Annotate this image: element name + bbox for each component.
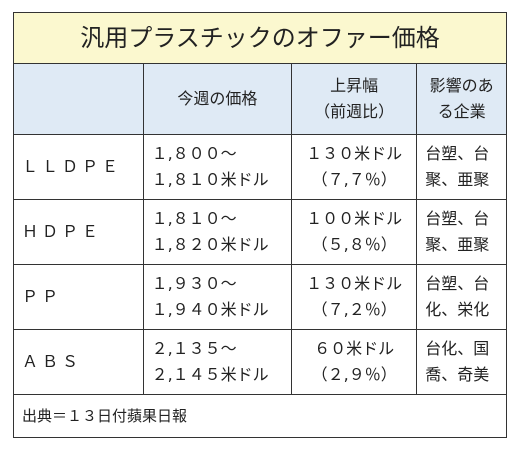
cell-line: １００米ドル	[306, 209, 403, 228]
header-cell: 上昇幅 （前週比）	[291, 63, 418, 135]
cell-line: ＰＰ	[22, 287, 63, 306]
source-note: 出典＝１３日付蘋果日報	[13, 394, 507, 438]
cell-line: １,８２０米ドル	[151, 235, 269, 254]
table-row: ＡＢＳ ２,１３５～ ２,１４５米ドル ６０米ドル （２,９％） 台化、国喬、奇美	[13, 329, 507, 395]
cell-line: ２,１４５米ドル	[151, 365, 269, 384]
table-cell: 台塑、台 化、栄化	[416, 264, 507, 330]
cell-line: 影響のあ	[429, 76, 494, 95]
cell-line: ２,１３５～	[151, 339, 237, 358]
cell-line: （７,７％）	[311, 170, 397, 189]
table-cell: ＬＬＤＰＥ	[13, 134, 144, 200]
table-cell: １００米ドル （５,８％）	[291, 199, 418, 265]
table-cell: １３０米ドル （７,７％）	[291, 134, 418, 200]
table-cell: １,８００～ １,８１０米ドル	[142, 134, 293, 200]
cell-line: 化、栄化	[425, 300, 490, 319]
table-cell: ６０米ドル （２,９％）	[291, 329, 418, 395]
table-row: ＨＤＰＥ １,８１０～ １,８２０米ドル １００米ドル （５,８％） 台塑、台聚、亜聚	[13, 199, 507, 265]
cell-line: （５,８％）	[311, 235, 397, 254]
cell-line: １３０米ドル	[306, 144, 403, 163]
cell-line: 今週の価格	[177, 89, 258, 108]
header-cell: 今週の価格	[142, 63, 293, 135]
cell-line: １,８１０米ドル	[151, 170, 269, 189]
cell-line: ＬＬＤＰＥ	[22, 157, 123, 176]
table-cell: １,９３０～ １,９４０米ドル	[142, 264, 293, 330]
cell-line: １,８００～	[151, 144, 237, 163]
cell-line: 喬、奇美	[425, 365, 490, 384]
cell-line: る企業	[437, 102, 486, 121]
cell-line: １,９３０～	[151, 274, 237, 293]
cell-line: ＡＢＳ	[22, 352, 83, 371]
cell-line: 台塑、台	[425, 274, 490, 293]
cell-line: ＨＤＰＥ	[22, 222, 103, 241]
header-cell	[13, 63, 144, 135]
table-cell: 台化、国 喬、奇美	[416, 329, 507, 395]
cell-line: 聚、亜聚	[425, 235, 490, 254]
cell-line: 台塑、台	[425, 144, 490, 163]
table-title: 汎用プラスチックのオファー価格	[13, 12, 507, 64]
table-cell: 台塑、台 聚、亜聚	[416, 199, 507, 265]
cell-line: （７,２％）	[311, 300, 397, 319]
cell-line: ６０米ドル	[314, 339, 395, 358]
table-cell: ＨＤＰＥ	[13, 199, 144, 265]
cell-line: １,９４０米ドル	[151, 300, 269, 319]
cell-line: （２,９％）	[311, 365, 397, 384]
table-row: ＬＬＤＰＥ １,８００～ １,８１０米ドル １３０米ドル （７,７％） 台塑、台聚、亜聚	[13, 134, 507, 200]
table-cell: １３０米ドル （７,２％）	[291, 264, 418, 330]
cell-line: 聚、亜聚	[425, 170, 490, 189]
table-row: ＰＰ １,９３０～ １,９４０米ドル １３０米ドル （７,２％） 台塑、台化、栄化	[13, 264, 507, 330]
cell-line: 台化、国	[425, 339, 490, 358]
cell-line: １３０米ドル	[306, 274, 403, 293]
table-cell: １,８１０～ １,８２０米ドル	[142, 199, 293, 265]
table-cell: ＰＰ	[13, 264, 144, 330]
cell-line: 台塑、台	[425, 209, 490, 228]
header-cell: 影響のあ る企業	[416, 63, 507, 135]
cell-line: １,８１０～	[151, 209, 237, 228]
price-table: 汎用プラスチックのオファー価格 今週の価格 上昇幅 （前週比） 影響のある企業 ＬＬＤ…	[13, 12, 507, 438]
cell-line: 上昇幅	[330, 76, 379, 95]
table-cell: ＡＢＳ	[13, 329, 144, 395]
table-cell: 台塑、台 聚、亜聚	[416, 134, 507, 200]
cell-line: （前週比）	[314, 102, 395, 121]
table-cell: ２,１３５～ ２,１４５米ドル	[142, 329, 293, 395]
